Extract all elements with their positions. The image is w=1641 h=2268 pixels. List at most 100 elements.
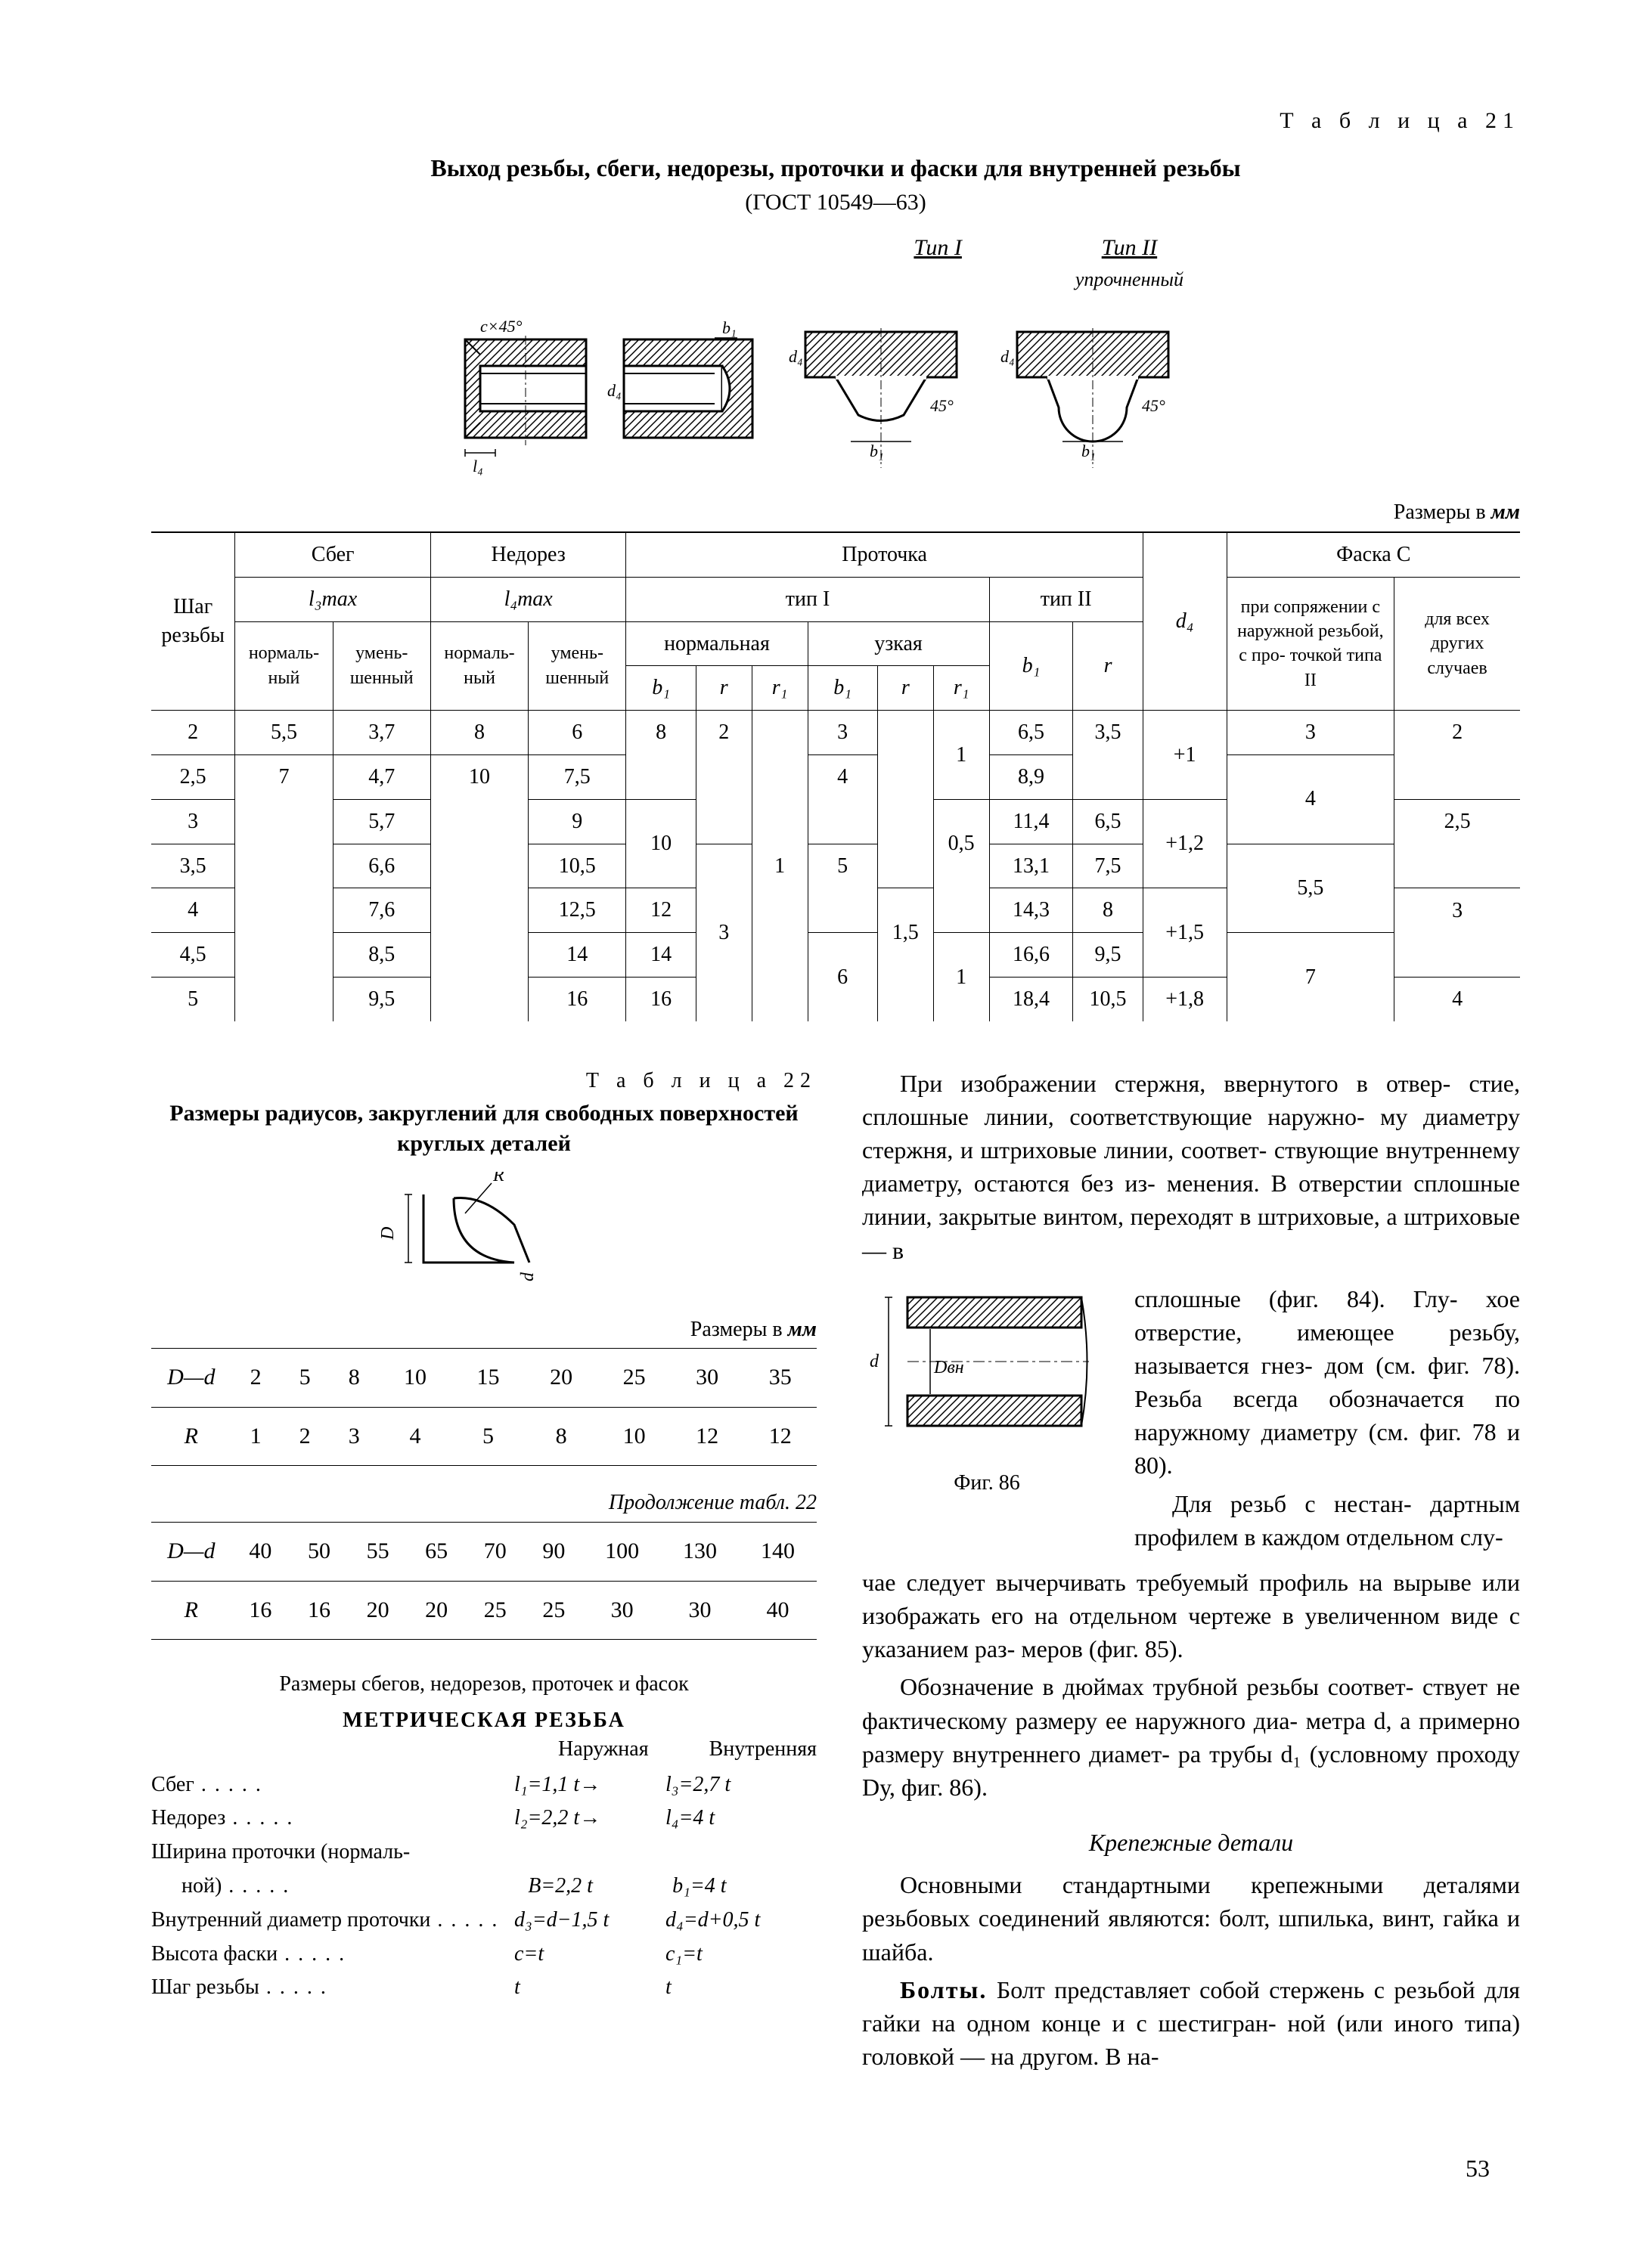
table-cell: 4 xyxy=(1394,977,1520,1021)
fig86-wrap: d Dвн Фиг. 86 xyxy=(862,1282,1112,1498)
formula-ext xyxy=(514,1836,665,1870)
table-row: 2,574,7107,548,94 xyxy=(151,754,1520,799)
h-umen2: умень- шенный xyxy=(529,621,626,711)
formula-row: Сбег . . . . .l₁=1,1 t→l₃=2,7 t xyxy=(151,1768,817,1802)
table-cell: 130 xyxy=(661,1523,739,1582)
fig86-icon: d Dвн xyxy=(862,1282,1112,1456)
h-step: Шаг резьбы xyxy=(151,532,235,711)
svg-text:Dвн: Dвн xyxy=(933,1358,964,1377)
table-cell xyxy=(626,754,696,799)
table-cell xyxy=(430,888,528,933)
table-cell xyxy=(430,799,528,844)
svg-text:l₄: l₄ xyxy=(473,457,483,476)
formula-ext: d₃=d−1,5 t xyxy=(514,1904,665,1938)
formula-int: l₄=4 t xyxy=(665,1802,817,1836)
formula-int: c₁=t xyxy=(665,1938,817,1972)
table-cell: 5 xyxy=(451,1407,525,1466)
table-cell: 14 xyxy=(529,933,626,978)
table-cell: 6 xyxy=(529,711,626,755)
table-cell: 0,5 xyxy=(933,799,989,888)
table-cell: 13,1 xyxy=(989,844,1073,888)
table-cell: 8,9 xyxy=(989,754,1073,799)
svg-text:45°: 45° xyxy=(1142,396,1165,415)
formula-row: Недорез . . . . .l₂=2,2 t→l₄=4 t xyxy=(151,1802,817,1836)
table-cell: 90 xyxy=(525,1523,584,1582)
table-cell: 20 xyxy=(525,1349,598,1408)
table22-set2: D—d 405055657090100130140 R 161620202525… xyxy=(151,1522,817,1640)
t22b-row-Dd: D—d 405055657090100130140 xyxy=(151,1523,817,1582)
table22-diagram: D R d xyxy=(151,1172,817,1300)
svg-text:R: R xyxy=(492,1172,504,1185)
table-cell: 9,5 xyxy=(333,977,430,1021)
table-cell: 4 xyxy=(151,888,235,933)
table-cell xyxy=(1073,754,1143,799)
formula-ext: t xyxy=(514,1971,665,2005)
fig86-caption: Фиг. 86 xyxy=(862,1469,1112,1498)
table-cell: 2 xyxy=(151,711,235,755)
table-cell: 4 xyxy=(379,1407,452,1466)
table-cell: 8 xyxy=(430,711,528,755)
table-cell: 3 xyxy=(330,1407,379,1466)
table-cell: 5,5 xyxy=(1227,844,1394,933)
table-cell: 50 xyxy=(290,1523,349,1582)
svg-text:d₄: d₄ xyxy=(789,347,803,366)
h-l4: l₄max xyxy=(430,577,626,621)
table-cell: 7,5 xyxy=(529,754,626,799)
table-cell: 9 xyxy=(529,799,626,844)
table-cell xyxy=(235,799,333,844)
h-sbeg: Сбег xyxy=(235,532,431,577)
table-cell: 1 xyxy=(933,933,989,1021)
formula-label: ной) . . . . . xyxy=(151,1870,528,1904)
formula-int: b₁=4 t xyxy=(672,1870,817,1904)
table-cell: 3 xyxy=(151,799,235,844)
svg-text:D: D xyxy=(378,1226,398,1240)
table-cell: 30 xyxy=(583,1581,661,1640)
table-cell xyxy=(877,711,933,888)
table-cell: 7 xyxy=(235,754,333,799)
table-cell: +1 xyxy=(1143,711,1227,800)
h-b1: b₁ xyxy=(626,666,696,711)
table-cell: 10,5 xyxy=(529,844,626,888)
table-cell xyxy=(1394,844,1520,888)
table-cell: 2 xyxy=(1394,711,1520,755)
table-cell: 4 xyxy=(1227,754,1394,844)
table-cell xyxy=(235,933,333,978)
h-norm2: нормаль- ный xyxy=(430,621,528,711)
h-b1b: b₁ xyxy=(808,666,877,711)
h-norm1: нормаль- ный xyxy=(235,621,333,711)
table-cell: 12,5 xyxy=(529,888,626,933)
table-cell xyxy=(1394,933,1520,978)
para-4: чае следует вычерчивать требуемый профил… xyxy=(862,1566,1520,1665)
table-cell xyxy=(235,977,333,1021)
formula-label: Недорез . . . . . xyxy=(151,1802,514,1836)
formula-row: Внутренний диаметр проточки . . . . .d₃=… xyxy=(151,1904,817,1938)
table-cell: 8,5 xyxy=(333,933,430,978)
table21-head: Шаг резьбы Сбег Недорез Проточка d₄ Фаск… xyxy=(151,532,1520,711)
table22-set1: D—d 258101520253035 R 123458101212 xyxy=(151,1348,817,1466)
table-cell: 40 xyxy=(231,1523,290,1582)
table21-tag: Т а б л и ц а 21 xyxy=(151,106,1520,137)
para-7: Болты. Болт представляет собой стержень … xyxy=(862,1973,1520,2073)
table-cell: 6 xyxy=(808,933,877,1021)
formula-ext: l₂=2,2 t→ xyxy=(514,1802,665,1836)
table21-body: 25,53,786821316,53,5+1322,574,7107,548,9… xyxy=(151,711,1520,1021)
h-faska1: при сопряжении с наружной резьбой, с про… xyxy=(1227,577,1394,710)
table-cell: 8 xyxy=(525,1407,598,1466)
svg-text:d₄: d₄ xyxy=(1000,347,1015,366)
table21-gost: (ГОСТ 10549—63) xyxy=(151,187,1520,218)
formula-row: Высота фаски . . . . .c=tc₁=t xyxy=(151,1938,817,1972)
formula-row: Шаг резьбы . . . . .tt xyxy=(151,1971,817,2005)
h-tip1: тип I xyxy=(626,577,989,621)
table-cell: 16,6 xyxy=(989,933,1073,978)
table-cell xyxy=(696,754,752,799)
table22-units: Размеры в мм xyxy=(151,1315,817,1344)
table-cell: 8 xyxy=(330,1349,379,1408)
h-nedorez: Недорез xyxy=(430,532,626,577)
table-cell: 2 xyxy=(696,711,752,755)
table-cell xyxy=(235,888,333,933)
table-cell: 16 xyxy=(290,1581,349,1640)
table-cell: 3 xyxy=(808,711,877,755)
table-cell: 12 xyxy=(743,1407,817,1466)
table-cell: 12 xyxy=(671,1407,744,1466)
table-cell: 4,7 xyxy=(333,754,430,799)
